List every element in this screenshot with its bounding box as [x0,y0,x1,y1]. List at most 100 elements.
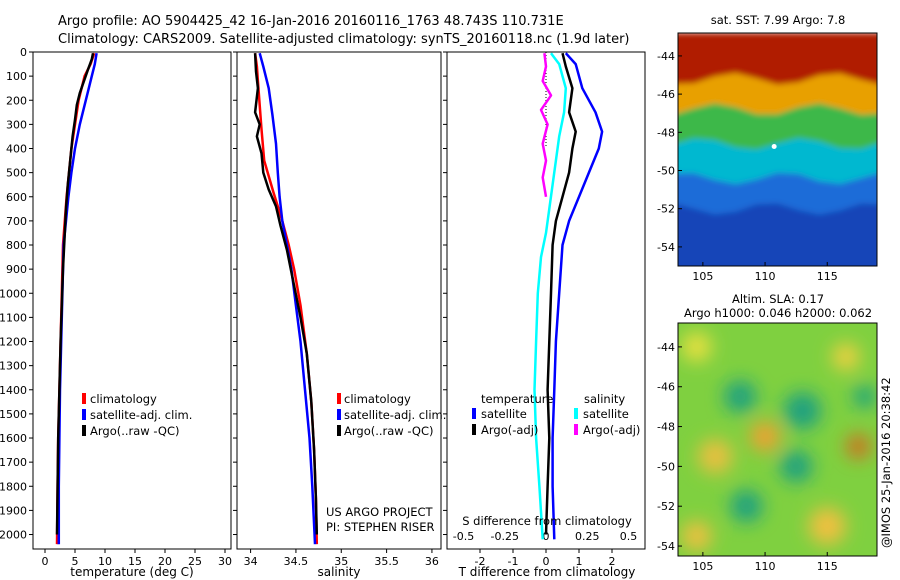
depth-tick-label: 700 [6,215,27,228]
legend-label-argo: Argo(..raw -QC) [344,424,434,438]
legend-swatch-temp-argo [472,424,476,435]
x-tick-label: 30 [218,555,232,568]
map-y-tick-label: -46 [657,88,675,101]
sla-map-title-line2: Argo h1000: 0.046 h2000: 0.062 [684,306,872,320]
depth-tick-label: 500 [6,167,27,180]
x-tick-label: -1 [508,555,519,568]
x-tick-label: 1 [576,555,583,568]
map-y-tick-label: -52 [657,203,675,216]
difference-xlabel-top: S difference from climatology [462,514,632,528]
depth-tick-label: 1000 [0,287,27,300]
map-y-tick-label: -48 [657,126,675,139]
sla-anomaly [783,391,822,430]
depth-tick-label: 0 [20,46,27,59]
legend-swatch-satellite-adj [337,409,341,420]
x-tick-label: 35 [334,555,348,568]
legend-swatch-climatology [337,393,341,404]
depth-tick-label: 1100 [0,311,27,324]
map-y-tick-label: -44 [657,341,675,354]
salinity-panel-frame [236,51,442,550]
x-tick-label: 5 [72,555,79,568]
x-tick-label: -2 [475,555,486,568]
x-tick-label: 10 [98,555,112,568]
x-tick-label: 20 [158,555,172,568]
x-tick-label: 34.5 [284,555,309,568]
depth-tick-label: 1500 [0,408,27,421]
legend-label-satellite-adj: satellite-adj. clim. [90,408,192,422]
map-y-tick-label: -54 [657,241,675,254]
map-x-tick-label: 110 [755,560,776,573]
legend-header-temperature: temperature [481,392,553,406]
x-tick-label: 15 [128,555,142,568]
sla-features [681,331,876,552]
map-y-tick-label: -52 [657,500,675,513]
sla-anomaly [730,490,763,523]
sst-band [678,33,877,87]
legend-swatch-climatology [82,393,86,404]
legend-label-sal-satellite: satellite [583,407,629,421]
sla-anomaly [779,450,813,483]
depth-tick-label: 300 [6,118,27,131]
sla-anomaly [853,385,876,408]
sst-map-frame [677,32,878,267]
depth-tick-label: 400 [6,143,27,156]
sla-anomaly [808,507,846,545]
x-tick-label-top: 0.25 [575,530,600,543]
depth-tick-label: 900 [6,263,27,276]
depth-tick-label: 800 [6,239,27,252]
depth-tick-label: 1400 [0,384,27,397]
temperature-panel-frame [32,51,232,550]
series-line-argorawqc [55,52,95,535]
depth-tick-label: 1200 [0,336,27,349]
sst-map-title: sat. SST: 7.99 Argo: 7.8 [711,13,846,27]
sla-map-axes: 105 110 115 -44 -46 -48 -50 -52 -54 [657,341,838,573]
legend-label-argo: Argo(..raw -QC) [90,424,180,438]
series-line-argorawqc [253,53,319,535]
x-tick-label: 2 [609,555,616,568]
depth-tick-label: 1300 [0,360,27,373]
legend-header-salinity: salinity [584,392,625,406]
depth-tick-label: 200 [6,94,27,107]
legend-swatch-satellite-adj [82,409,86,420]
map-x-tick-label: 105 [692,560,713,573]
salinity-plot: 34 34.5 35 35.5 36 [244,52,439,568]
legend-swatch-sal-satellite [574,408,578,419]
x-tick-label-top: -0.5 [453,530,474,543]
difference-plot: -2 -1 0 1 2 -0.5 -0.25 0 0.25 0.5 [453,52,637,568]
depth-tick-label: 2000 [0,529,27,542]
figure-title-line2: Climatology: CARS2009. Satellite-adjuste… [58,32,630,47]
depth-axis: 0 100 200 300 400 500 600 700 800 900 1000 1100 1200… [0,46,447,542]
sla-anomaly [681,521,712,552]
difference-legend: temperature salinity satellite Argo(-adj… [472,392,640,437]
salinity-xlabel: salinity [317,565,360,579]
map-x-tick-label: 105 [692,270,713,283]
salinity-legend: climatology satellite-adj. clim. Argo(..… [337,392,446,438]
sla-anomaly [681,331,712,362]
series-line-argoadj [544,52,577,535]
sla-anomaly [832,343,860,371]
sst-band [678,137,877,187]
legend-swatch-sal-argo [574,424,578,435]
depth-tick-label: 600 [6,191,27,204]
sst-band [678,203,877,266]
temperature-xlabel: temperature (deg C) [70,565,193,579]
sst-map-axes: 105 110 115 -44 -46 -48 -50 -52 -54 [657,50,838,283]
legend-label-satellite-adj: satellite-adj. clim. [344,408,446,422]
figure-title-line1: Argo profile: AO 5904425_42 16-Jan-2016 … [58,14,564,29]
sla-anomaly [724,380,757,413]
argo-position-marker [771,144,777,150]
x-tick-label-top: 0.5 [620,530,638,543]
legend-label-sal-argo: Argo(-adj) [583,423,640,437]
temperature-legend: climatology satellite-adj. clim. Argo(..… [82,392,192,438]
sla-anomaly [845,434,871,459]
x-tick-label: 34 [244,555,258,568]
x-tick-label: 25 [188,555,202,568]
series-line-satelliteadjclim [57,52,98,545]
map-y-tick-label: -48 [657,421,675,434]
series-line-satellite [551,52,604,540]
depth-tick-label: 100 [6,70,27,83]
sst-bands [678,33,877,266]
depth-tick-label: 1800 [0,480,27,493]
legend-swatch-temp-satellite [472,408,476,419]
